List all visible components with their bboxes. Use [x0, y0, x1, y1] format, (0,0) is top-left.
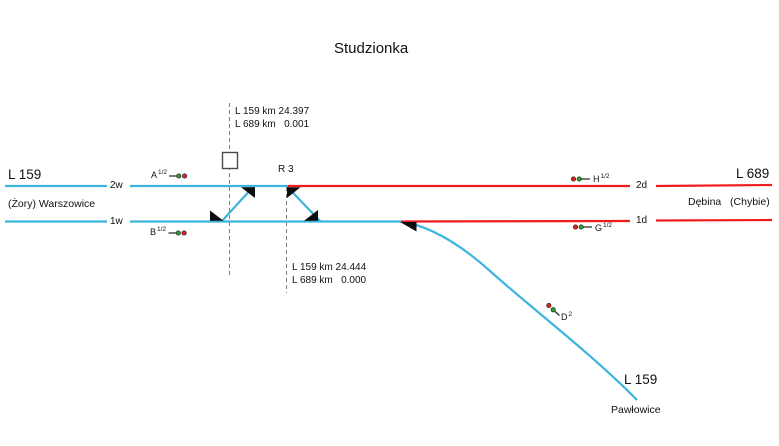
turnout-triangle-crossover2-top	[287, 187, 301, 198]
line-label-l159-bottom: L 159	[624, 372, 658, 387]
turnout-triangle-crossover2-bottom	[304, 210, 318, 221]
destination-warszowice: (Żory) Warszowice	[8, 198, 96, 210]
signal-h-icon	[570, 176, 590, 182]
signal-a-label: A1/2	[150, 169, 167, 180]
track-label-2w: 2w	[110, 179, 123, 191]
signal-a-icon	[169, 173, 188, 179]
signal-h-label: H1/2	[593, 173, 610, 184]
junction-label-r3: R 3	[278, 164, 294, 175]
km-post-2-line1: L 159 km 24.444	[292, 262, 367, 273]
line-label-l159-left: L 159	[8, 167, 42, 182]
signal-b-label: B1/2	[149, 226, 166, 237]
km-post-1-text: L 159 km 24.397 L 689 km 0.001	[235, 105, 309, 131]
line-label-l689-right: L 689	[736, 166, 770, 181]
track-2d-right-segment	[655, 183, 773, 188]
turnout-triangle-crossover1-top	[241, 187, 255, 198]
track-1d-right-segment	[655, 218, 773, 222]
building-square-icon	[221, 151, 239, 170]
km-post-2-text: L 159 km 24.444 L 689 km 0.000	[292, 261, 366, 287]
km-post-1-line2: L 689 km 0.001	[235, 119, 310, 130]
track-label-1w: 1w	[110, 215, 123, 227]
km-post-2-line2: L 689 km 0.000	[292, 275, 367, 286]
turnout-triangle-branch	[400, 222, 417, 232]
signal-d-label: D2	[561, 311, 573, 322]
signal-b-icon	[168, 230, 187, 236]
destination-pawlowice: Pawłowice	[611, 404, 661, 416]
signal-g-icon	[572, 224, 592, 230]
destination-debina-chybie: Dębina (Chybie)	[688, 196, 770, 208]
turnout-triangle-crossover1-bottom	[210, 210, 224, 221]
track-label-2d: 2d	[636, 179, 648, 191]
station-title: Studzionka	[334, 40, 409, 57]
signal-d-icon	[546, 302, 560, 316]
track-label-1d: 1d	[636, 215, 648, 226]
km-post-1-line1: L 159 km 24.397	[235, 106, 310, 117]
branch-curve-to-pawlowice	[400, 220, 638, 401]
signal-g-label: G1/2	[595, 221, 613, 233]
track-1d-main-segment	[400, 219, 631, 223]
